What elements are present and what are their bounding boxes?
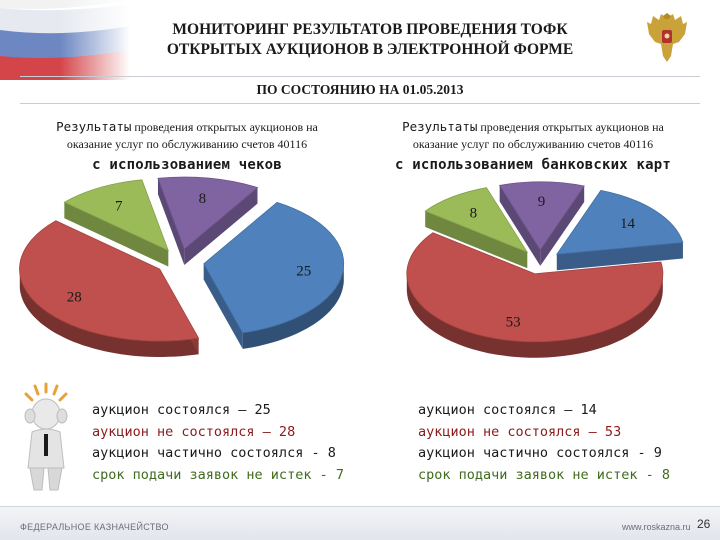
pie-slice-top (556, 189, 684, 255)
pie-slice-wall (64, 202, 169, 267)
pie-slice-side (406, 274, 663, 358)
legend-item: аукцион состоялся – 14 (418, 402, 597, 418)
footer-website-link[interactable]: www.roskazna.ru (622, 522, 691, 532)
pie-value-label: 25 (296, 264, 311, 280)
chart-right-subtitle-line2: оказание услуг по обслуживанию счетов 40… (412, 137, 654, 151)
page-number: 26 (697, 517, 711, 531)
legend-item: срок подачи заявок не истек - 7 (92, 466, 344, 483)
pie-slice-side (19, 272, 199, 357)
pie-slice-wall (499, 185, 541, 266)
pie-slice-аукцион-частично-состоялся (157, 176, 259, 266)
slide-title: МОНИТОРИНГ РЕЗУЛЬТАТОВ ПРОВЕДЕНИЯ ТОФК О… (110, 20, 630, 60)
pie-slice-wall (184, 187, 258, 266)
chart-right-subtitle-rest: проведения открытых аукционов на (477, 120, 664, 134)
pie-slice-аукцион-частично-состоялся (498, 181, 585, 266)
date-divider (20, 103, 700, 104)
legend-item: срок подачи заявок не истек - 8 (418, 466, 670, 483)
chart-left-subtitle: Результаты проведения открытых аукционов… (22, 118, 352, 174)
footer-bar (0, 506, 720, 540)
pie-slice-аукцион-не-состоялся (19, 220, 200, 357)
pie-slice-срок-подачи-заявок-не-истек (424, 187, 529, 269)
pie-slice-срок-подачи-заявок-не-истек (63, 179, 169, 267)
pie-value-label: 9 (538, 194, 546, 210)
legend-item: аукцион частично состоялся - 8 (92, 445, 336, 461)
pie-chart-right: 14 53 8 9 (406, 181, 684, 358)
pie-slice-аукцион-состоялся (203, 201, 345, 349)
pie-slice-аукцион-состоялся (556, 189, 684, 271)
pie-slice-wall (425, 211, 528, 269)
chart-right-subtitle: Результаты проведения открытых аукционов… (368, 118, 698, 174)
pie-slice-wall (203, 263, 243, 349)
footer-organization: ФЕДЕРАЛЬНОЕ КАЗНАЧЕЙСТВО (20, 522, 169, 532)
chart-right-legend: аукцион состоялся – 14 аукцион не состоя… (418, 400, 670, 486)
pie-value-label: 7 (115, 198, 123, 214)
legend-item: аукцион не состоялся – 53 (418, 423, 622, 440)
chart-right-subtitle-line3: с использованием банковских карт (394, 157, 672, 173)
russian-flag-decoration (0, 0, 130, 80)
chart-right-subtitle-lead: Результаты (402, 119, 478, 134)
pie-value-label: 14 (620, 216, 636, 232)
pie-slice-top (203, 201, 345, 334)
pie-value-label: 8 (199, 191, 207, 207)
pie-slice-top (19, 220, 200, 342)
slide-title-line1: МОНИТОРИНГ РЕЗУЛЬТАТОВ ПРОВЕДЕНИЯ ТОФК (172, 21, 568, 38)
thinking-person-icon (24, 382, 68, 491)
legend-item: аукцион частично состоялся - 9 (418, 445, 662, 461)
pie-value-label: 28 (67, 290, 82, 306)
pie-slice-top (406, 232, 664, 343)
header-divider (20, 76, 700, 77)
pie-slice-top (424, 187, 529, 254)
legend-item: аукцион не состоялся – 28 (92, 423, 296, 440)
slide-title-line2: ОТКРЫТЫХ АУКЦИОНОВ В ЭЛЕКТРОННОЙ ФОРМЕ (166, 41, 574, 58)
chart-left-subtitle-lead: Результаты (56, 119, 132, 134)
pie-slice-wall (556, 242, 683, 271)
pie-slice-top (63, 179, 169, 252)
pie-value-label: 53 (506, 314, 521, 330)
pie-slice-аукцион-не-состоялся (406, 232, 664, 358)
chart-left-subtitle-rest: проведения открытых аукционов на (131, 120, 318, 134)
pie-slice-wall (157, 178, 185, 266)
pie-chart-left: 25 28 7 8 (19, 176, 345, 357)
chart-left-subtitle-line3: с использованием чеков (92, 157, 282, 173)
pie-slice-top (157, 176, 259, 250)
pie-value-label: 8 (470, 205, 478, 221)
pie-slice-wall (540, 186, 585, 266)
double-headed-eagle-emblem-icon (647, 13, 687, 62)
chart-left-subtitle-line2: оказание услуг по обслуживанию счетов 40… (66, 137, 308, 151)
pie-slice-top (498, 181, 585, 251)
report-date: ПО СОСТОЯНИЮ НА 01.05.2013 (256, 82, 464, 97)
chart-left-legend: аукцион состоялся – 25 аукцион не состоя… (92, 400, 344, 486)
legend-item: аукцион состоялся – 25 (92, 402, 271, 418)
